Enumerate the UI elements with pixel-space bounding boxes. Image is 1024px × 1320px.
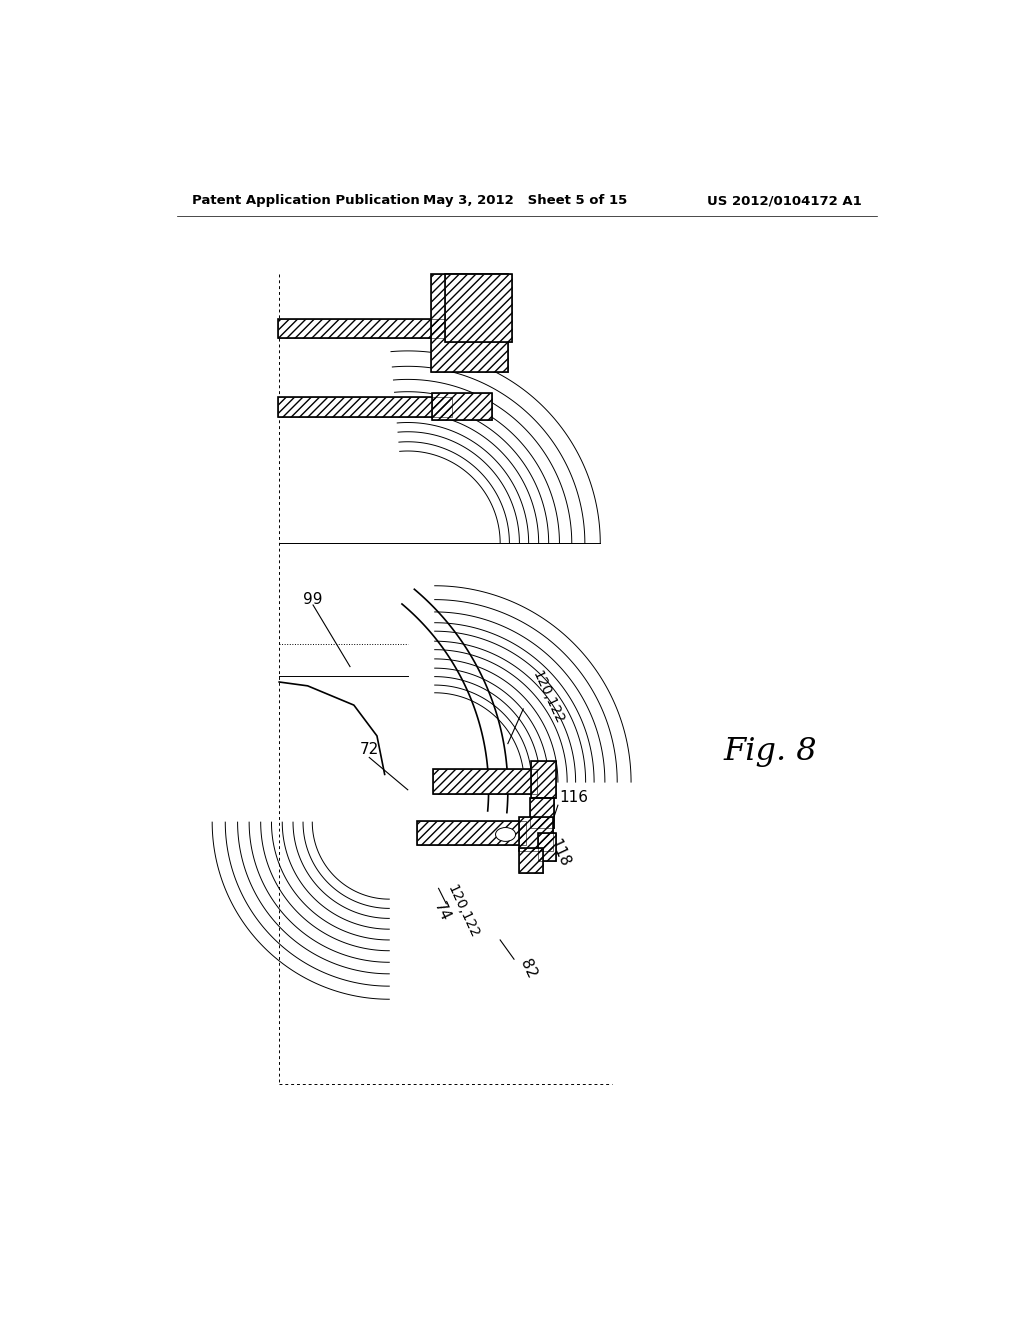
Text: Patent Application Publication: Patent Application Publication <box>193 194 420 207</box>
Text: 82: 82 <box>517 957 539 981</box>
Text: 120,122: 120,122 <box>444 883 481 940</box>
Polygon shape <box>278 318 469 338</box>
Text: 72: 72 <box>359 742 379 758</box>
Polygon shape <box>431 275 508 372</box>
Text: US 2012/0104172 A1: US 2012/0104172 A1 <box>708 194 862 207</box>
Polygon shape <box>530 797 554 829</box>
Polygon shape <box>432 393 493 420</box>
Text: May 3, 2012   Sheet 5 of 15: May 3, 2012 Sheet 5 of 15 <box>423 194 627 207</box>
Text: 118: 118 <box>547 837 572 869</box>
Text: 74: 74 <box>431 899 453 924</box>
Text: Fig. 8: Fig. 8 <box>724 735 817 767</box>
Polygon shape <box>433 770 538 795</box>
Polygon shape <box>444 275 512 342</box>
Polygon shape <box>519 817 553 851</box>
Polygon shape <box>519 847 543 873</box>
Text: 116: 116 <box>559 789 589 805</box>
Polygon shape <box>278 397 453 417</box>
Text: 120,122: 120,122 <box>529 668 566 726</box>
Ellipse shape <box>496 828 515 841</box>
Polygon shape <box>417 821 525 845</box>
Text: 99: 99 <box>303 593 323 607</box>
Polygon shape <box>538 833 556 861</box>
Polygon shape <box>531 760 556 797</box>
